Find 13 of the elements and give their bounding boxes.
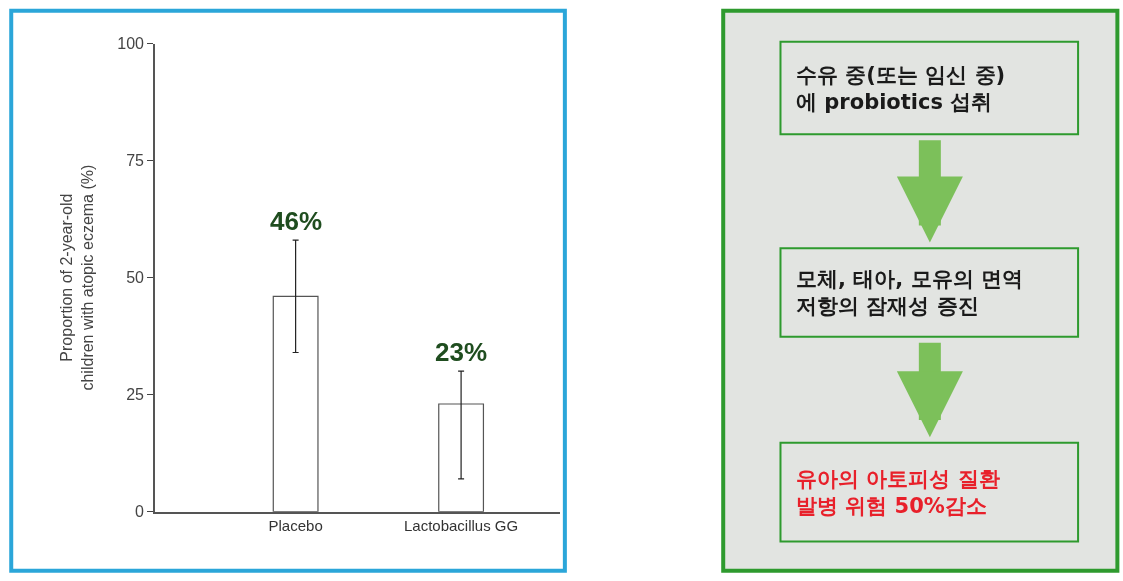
y-tick-label: 25 [126, 386, 145, 404]
data-label: 46% [270, 206, 323, 236]
data-label: 23% [435, 337, 488, 367]
y-axis-title: Proportion of 2-year-old children with atopic eczema (%) [57, 164, 96, 391]
y-tick-label: 75 [126, 152, 145, 170]
y-tick-label: 0 [135, 503, 145, 521]
text: 수유 중(또는 임신 중) 에 probiotics 섭취 [796, 63, 1006, 115]
x-tick-label: Placebo [268, 517, 323, 535]
text: 유아의 아토피성 질환 발병 위험 50%감소 [796, 467, 1000, 519]
y-tick-label: 50 [126, 269, 145, 287]
x-tick-label: Lactobacillus GG [403, 517, 519, 535]
y-tick-label: 100 [117, 35, 145, 53]
text: 모체, 태아, 모유의 면역 저항의 잠재성 증진 [796, 267, 1023, 319]
